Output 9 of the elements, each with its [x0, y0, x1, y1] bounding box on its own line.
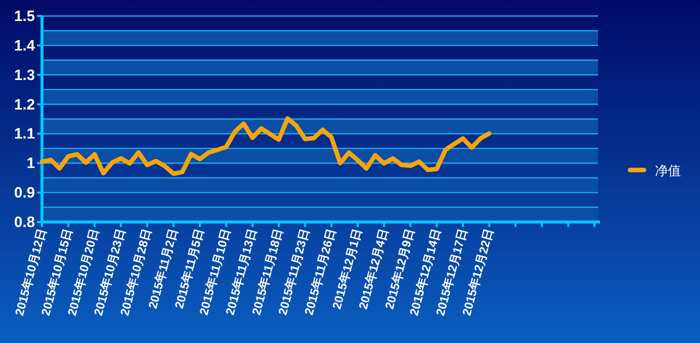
y-tick-label: 0.8: [14, 214, 35, 231]
y-tick-label: 1: [26, 155, 35, 172]
y-tick-label: 1.4: [14, 37, 36, 54]
legend-label: 净值: [655, 163, 681, 178]
y-tick-label: 1.2: [14, 96, 35, 114]
y-tick-label: 1.5: [14, 8, 35, 25]
y-tick-label: 1.1: [14, 126, 35, 143]
y-tick-label: 1.3: [14, 66, 35, 84]
y-tick-label: 0.9: [14, 184, 35, 202]
